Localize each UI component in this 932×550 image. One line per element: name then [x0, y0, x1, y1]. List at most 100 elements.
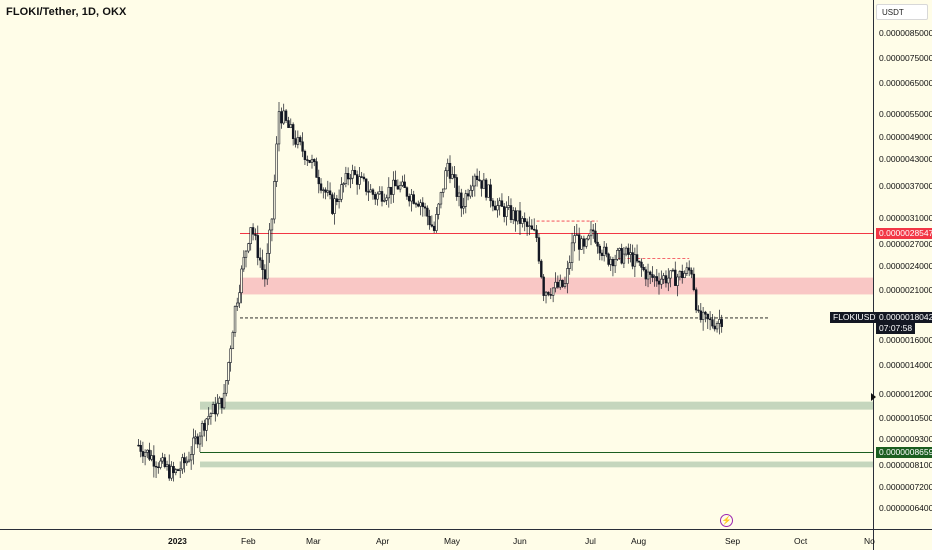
- candle-body: [482, 179, 486, 189]
- candle-body: [214, 404, 217, 415]
- candle: [568, 255, 571, 275]
- candle-body: [249, 227, 252, 244]
- candle: [518, 202, 522, 236]
- candle: [570, 232, 574, 271]
- candle-body: [505, 207, 508, 217]
- lightning-icon[interactable]: ⚡: [720, 514, 733, 527]
- candle: [194, 430, 197, 445]
- candle-body: [360, 176, 363, 178]
- candle: [469, 184, 472, 199]
- candle: [170, 461, 173, 481]
- candle-body: [432, 225, 436, 231]
- candle-body: [537, 237, 541, 262]
- candle: [172, 461, 175, 482]
- candle: [460, 188, 463, 217]
- candle: [611, 256, 615, 277]
- candle: [251, 223, 255, 241]
- candle: [296, 130, 300, 149]
- candle-body: [480, 180, 483, 189]
- candle-body: [378, 191, 381, 195]
- candle: [220, 397, 224, 414]
- candle: [437, 202, 440, 220]
- candle: [525, 218, 529, 236]
- currency-button[interactable]: USDT: [876, 4, 928, 20]
- level-zone: [200, 461, 873, 468]
- candle: [580, 235, 583, 251]
- candle-body: [306, 159, 309, 161]
- candle: [349, 174, 352, 189]
- candle-body: [475, 175, 479, 181]
- candle: [631, 244, 634, 270]
- candle: [694, 287, 698, 314]
- candle-body: [708, 318, 712, 321]
- candle-body: [277, 111, 281, 145]
- candle: [664, 270, 668, 288]
- scroll-arrow-icon[interactable]: [871, 393, 876, 401]
- candle: [331, 192, 334, 216]
- candle-body: [635, 254, 639, 262]
- candle: [594, 222, 597, 245]
- candle: [310, 154, 314, 169]
- candle-body: [172, 466, 175, 474]
- candle-body: [161, 457, 164, 462]
- candle-body: [498, 200, 501, 206]
- candle: [247, 242, 250, 254]
- candle-body: [448, 162, 452, 179]
- candle: [335, 194, 339, 206]
- candle-body: [715, 323, 719, 330]
- candle-body: [405, 187, 409, 197]
- candle-body: [544, 291, 548, 296]
- candle-body: [247, 243, 250, 252]
- candle-body: [674, 269, 677, 286]
- candle-body: [419, 202, 422, 207]
- current-price-badge: 0.0000018042: [876, 312, 932, 323]
- candle-body: [683, 273, 686, 278]
- candle-body: [671, 269, 675, 272]
- candle: [487, 184, 490, 198]
- candle-body: [589, 229, 593, 237]
- candle: [662, 272, 665, 285]
- candle-body: [152, 455, 156, 467]
- candle: [380, 186, 384, 207]
- candle: [254, 228, 257, 241]
- candle: [629, 243, 632, 263]
- candle-body: [344, 173, 348, 184]
- price-tick-label: 0.0000008100: [879, 460, 932, 470]
- candle-body: [460, 192, 463, 209]
- candle: [575, 223, 579, 236]
- candle-body: [455, 177, 458, 197]
- candle: [328, 182, 332, 200]
- candle: [596, 233, 599, 254]
- support-price-badge: 0.0000008659: [876, 447, 932, 458]
- candle-body: [491, 200, 495, 207]
- candle: [137, 438, 140, 447]
- candle: [591, 223, 595, 239]
- candle-body: [439, 192, 443, 205]
- candle-body: [141, 451, 145, 457]
- candle-body: [423, 206, 427, 209]
- candle-body: [398, 185, 402, 190]
- candle-body: [337, 198, 341, 202]
- candle: [291, 122, 295, 146]
- candle: [439, 191, 443, 209]
- candle: [676, 273, 679, 297]
- price-tick-label: 0.0000010500: [879, 413, 932, 423]
- candle: [635, 244, 639, 264]
- candle: [653, 274, 656, 287]
- candle-body: [414, 203, 418, 205]
- candle-body: [294, 138, 297, 145]
- candle-body: [280, 111, 283, 124]
- candle-body: [554, 281, 557, 289]
- candle: [561, 279, 564, 288]
- candle-body: [699, 310, 703, 320]
- candle-body: [165, 464, 169, 467]
- candle: [299, 135, 302, 146]
- candle-body: [540, 260, 543, 278]
- price-tick-label: 0.0000049000: [879, 132, 932, 142]
- candle: [396, 179, 400, 190]
- time-tick-label: 2023: [168, 536, 187, 546]
- resistance-price-badge: 0.0000028547: [876, 228, 932, 239]
- candle: [657, 272, 661, 295]
- candle-body: [706, 313, 709, 320]
